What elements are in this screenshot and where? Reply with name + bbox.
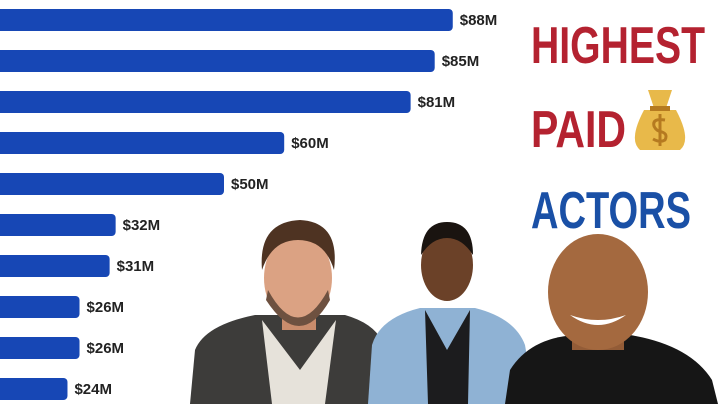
value-label: $26M	[87, 340, 125, 357]
bars: $88M $85M $81M $60M $50M $32M $31M $26M $26M $24M	[0, 9, 497, 400]
bar	[0, 50, 435, 72]
bag-top	[648, 90, 672, 108]
title: HIGHEST PAID ACTORS	[531, 17, 705, 240]
title-line: HIGHEST	[531, 17, 705, 75]
value-label: $31M	[117, 258, 155, 275]
hair	[421, 222, 473, 255]
value-label: $60M	[291, 135, 329, 152]
value-label: $85M	[442, 53, 480, 70]
dollar-sign	[652, 114, 668, 146]
smile	[570, 315, 626, 325]
beard	[266, 290, 330, 326]
shirt	[425, 310, 470, 404]
value-label: $50M	[231, 176, 269, 193]
bag-tie	[650, 106, 670, 111]
title-line: ACTORS	[531, 182, 691, 240]
bar	[0, 255, 110, 277]
value-label: $24M	[74, 381, 112, 398]
value-label: $32M	[123, 217, 161, 234]
value-label: $88M	[460, 12, 498, 29]
hair	[261, 220, 335, 270]
value-label: $26M	[87, 299, 125, 316]
title-line: PAID	[531, 101, 626, 159]
bar	[0, 296, 80, 318]
bar	[0, 173, 224, 195]
bar	[0, 378, 68, 400]
face	[264, 232, 332, 324]
bar	[0, 91, 411, 113]
money-bag-icon	[634, 90, 686, 150]
shirt	[505, 335, 718, 404]
value-label: $81M	[418, 94, 456, 111]
face	[548, 234, 648, 350]
bar	[0, 337, 80, 359]
bar	[0, 132, 285, 154]
shirt	[262, 320, 336, 404]
bar	[0, 9, 453, 31]
face	[421, 229, 473, 301]
bar	[0, 214, 116, 236]
people-photo	[190, 220, 718, 404]
